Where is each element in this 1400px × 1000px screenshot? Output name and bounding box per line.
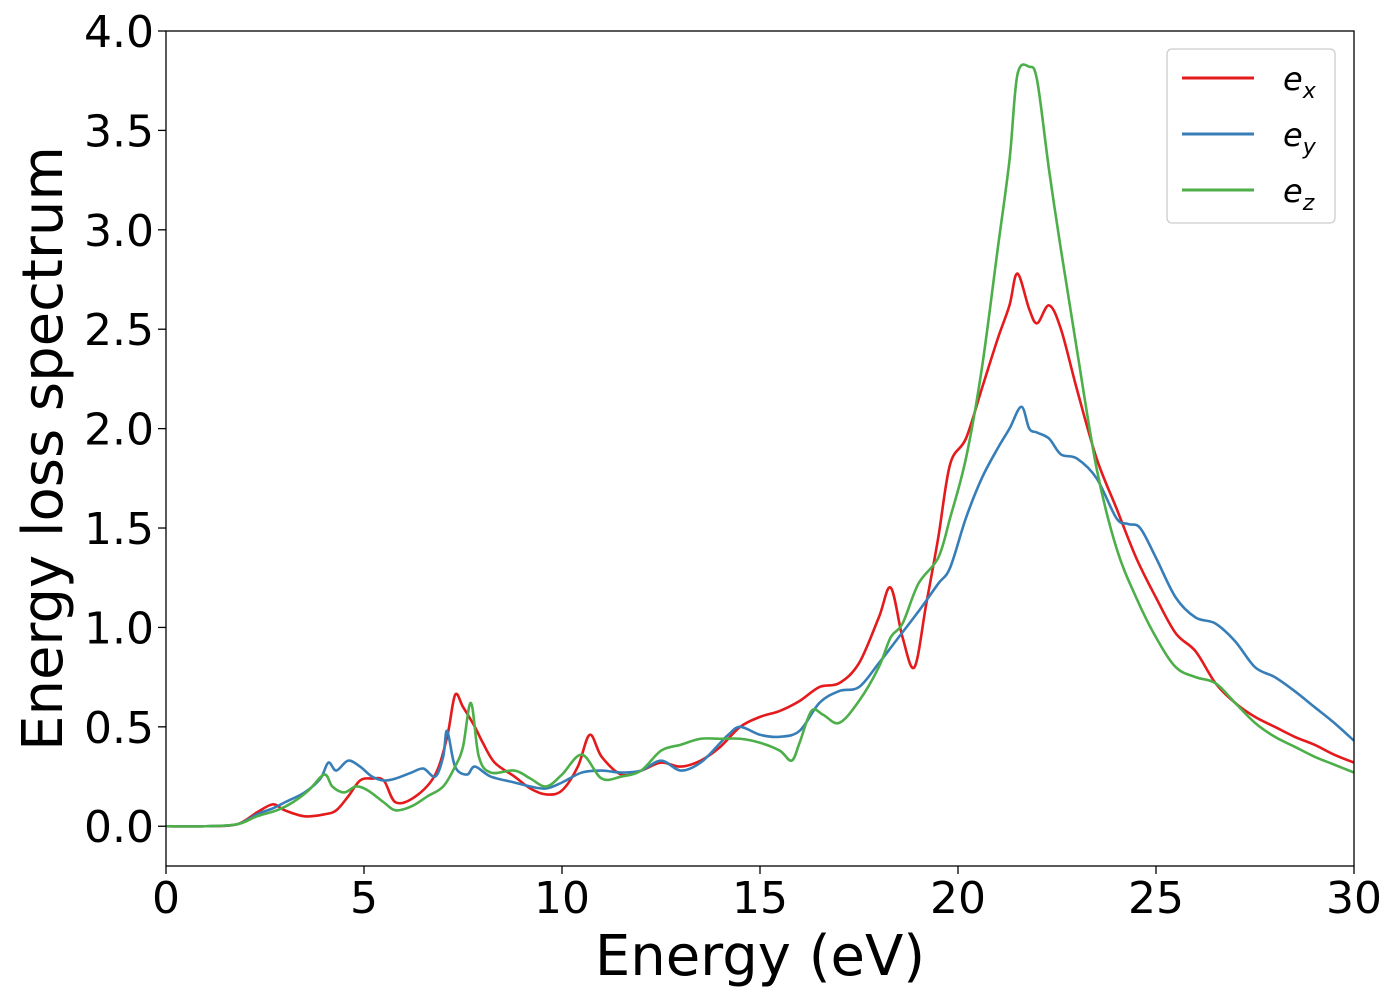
y-axis-title: Energy loss spectrum — [11, 146, 76, 751]
y-tick-label: 1.5 — [84, 504, 154, 555]
x-tick-label: 5 — [350, 873, 378, 924]
x-tick-label: 25 — [1128, 873, 1184, 924]
x-axis-title: Energy (eV) — [595, 924, 925, 989]
x-tick-label: 30 — [1326, 873, 1382, 924]
x-tick-label: 15 — [732, 873, 788, 924]
y-tick-label: 2.5 — [84, 305, 154, 356]
y-tick-label: 1.0 — [84, 603, 154, 654]
y-tick-label: 0.5 — [84, 703, 154, 754]
y-tick-label: 4.0 — [84, 7, 154, 58]
series-layer — [166, 63, 1354, 828]
x-tick-label: 20 — [930, 873, 986, 924]
series-line-z — [166, 63, 1354, 828]
series-line-y — [166, 405, 1354, 828]
y-axis: 0.0 0.5 1.0 1.5 2.0 2.5 3.0 3.5 4.0 — [84, 7, 166, 853]
x-tick-label: 0 — [152, 873, 180, 924]
y-tick-label: 0.0 — [84, 802, 154, 853]
y-tick-label: 2.0 — [84, 405, 154, 456]
y-tick-label: 3.0 — [84, 206, 154, 257]
x-tick-label: 10 — [534, 873, 590, 924]
legend-box — [1166, 48, 1336, 224]
x-axis: 0 5 10 15 20 25 30 — [152, 866, 1382, 924]
y-tick-label: 3.5 — [84, 106, 154, 157]
